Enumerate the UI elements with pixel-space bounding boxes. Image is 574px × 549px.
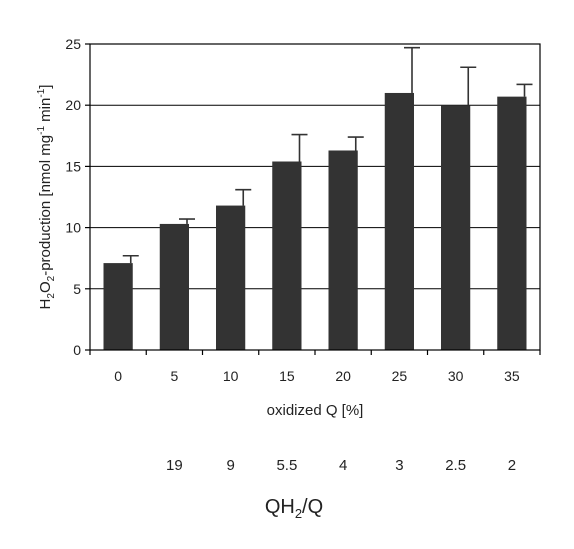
y-tick-label: 25 [65,36,81,52]
y-label-sup2: -1 [36,88,47,97]
ratio-label: 2 [508,457,516,474]
y-tick-label: 15 [65,158,81,174]
x-axis-label: oxidized Q [%] [267,402,364,419]
y-tick-label: 0 [73,342,81,358]
x-tick-label: 5 [170,368,178,384]
ratio-axis-title: QH2/Q [265,496,323,521]
y-tick-label: 5 [73,281,81,297]
plot-frame [89,43,541,351]
y-label-h: H [37,299,54,310]
bar [159,223,189,350]
ratio-label: 2.5 [445,457,466,474]
bar [272,161,302,350]
grid-lines [90,104,540,290]
y-axis-label: H2O2-production [nmol mg-1 min-1] [36,85,57,310]
y-label-end: ] [37,85,54,89]
x-tick-label: 10 [223,368,239,384]
x-axis-ticks: 0 5 10 15 20 25 30 35 [89,350,541,384]
x-tick-label: 20 [335,368,351,384]
bar [328,150,358,350]
ratio-title-sub: 2 [295,506,302,521]
bar [216,205,246,350]
bar [103,263,133,350]
bar [441,105,471,350]
bar [384,92,414,351]
ratio-label: 9 [226,457,234,474]
bar [497,96,527,350]
x-tick-label: 15 [279,368,295,384]
bars [103,92,527,351]
y-tick-label: 20 [65,97,81,113]
y-label-min: min [37,98,54,126]
x-tick-label: 30 [448,368,464,384]
y-axis-ticks: 0 5 10 15 20 25 [65,36,90,358]
ratio-title-rest: /Q [302,496,323,518]
y-label-sub1: 2 [46,293,57,299]
x-tick-label: 25 [392,368,408,384]
y-label-sub2: 2 [46,275,57,281]
y-label-sup1: -1 [36,126,47,135]
y-label-mid: -production [nmol mg [37,135,54,276]
ratio-label: 4 [339,457,347,474]
x-tick-label: 35 [504,368,520,384]
ratio-label: 5.5 [276,457,297,474]
y-label-o: O [37,281,54,293]
x-tick-label: 0 [114,368,122,384]
error-bars [122,46,533,264]
y-tick-label: 10 [65,220,81,236]
ratio-labels: 19 9 5.5 4 3 2.5 2 [166,457,516,474]
ratio-label: 3 [395,457,403,474]
ratio-title-qh: QH [265,496,295,518]
ratio-label: 19 [166,457,183,474]
